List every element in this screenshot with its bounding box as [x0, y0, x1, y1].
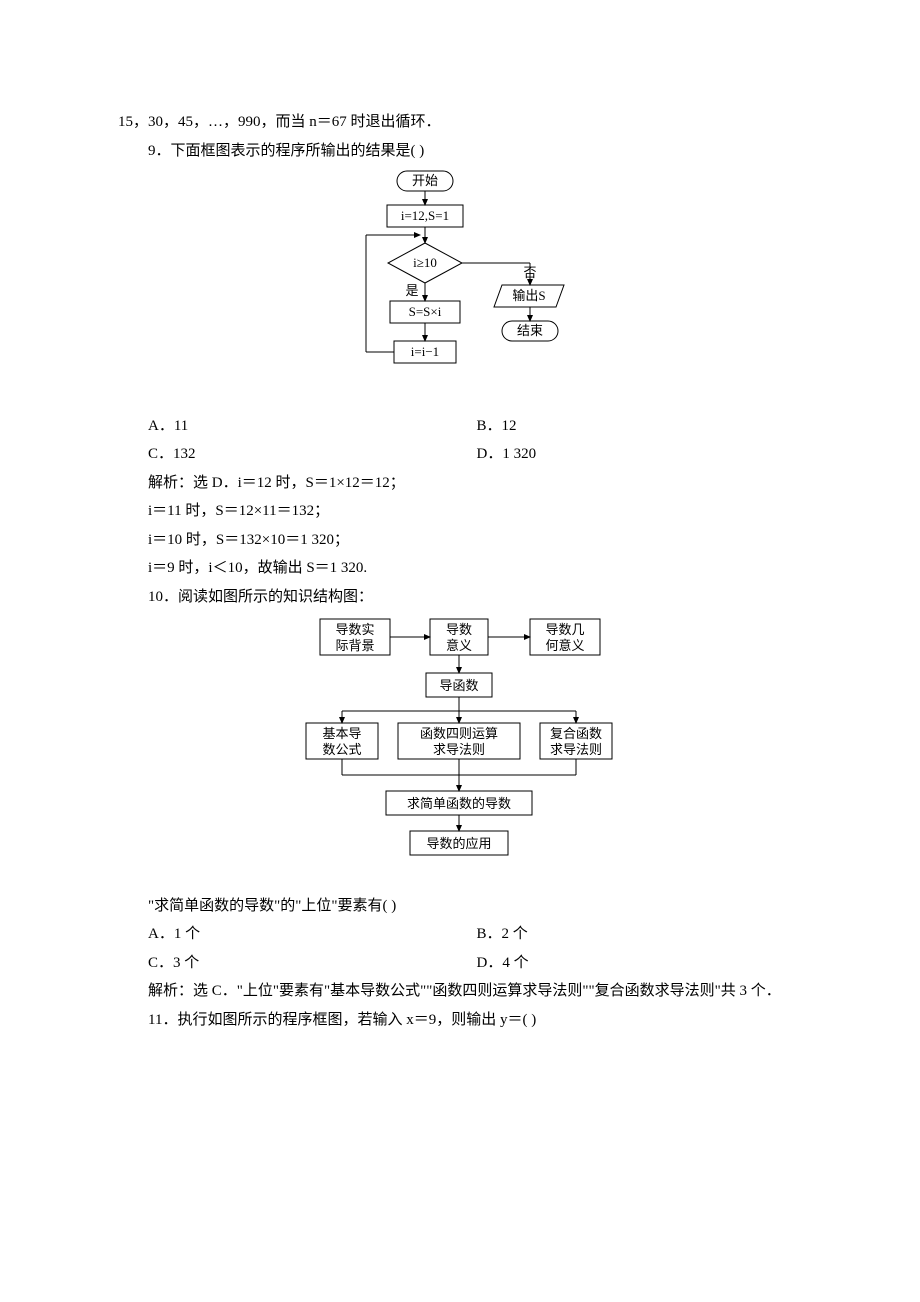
fc-start-text: 开始	[411, 173, 437, 188]
context-line: 15，30，45，…，990，而当 n＝67 时退出循环．	[118, 108, 805, 137]
q11-stem: 11．执行如图所示的程序框图，若输入 x＝9，则输出 y＝( )	[118, 1006, 805, 1035]
svg-text:导数的应用: 导数的应用	[426, 836, 491, 851]
svg-text:导数实: 导数实	[335, 622, 374, 637]
svg-text:复合函数: 复合函数	[549, 726, 601, 741]
q9-optB: B．12	[477, 412, 806, 441]
q10-exp: 解析：选 C．"上位"要素有"基本导数公式""函数四则运算求导法则""复合函数求…	[118, 977, 805, 1006]
q9-exp3: i＝10 时，S＝132×10＝1 320；	[118, 526, 805, 555]
q9-optC: C．132	[148, 440, 477, 469]
q9-exp4: i＝9 时，i＜10，故输出 S＝1 320.	[118, 554, 805, 583]
q9-optA: A．11	[148, 412, 477, 441]
q9-optD: D．1 320	[477, 440, 806, 469]
svg-text:基本导: 基本导	[322, 726, 361, 741]
svg-text:意义: 意义	[445, 638, 471, 653]
fc-cond-text: i≥10	[413, 255, 437, 270]
q10-stem: 10．阅读如图所示的知识结构图：	[118, 583, 805, 612]
q9-exp2: i＝11 时，S＝12×11＝132；	[118, 497, 805, 526]
fc-body-text: S=S×i	[408, 304, 441, 319]
fc-init-text: i=12,S=1	[400, 208, 448, 223]
q10-structure: 导数实 际背景 导数 意义 导数几 何意义 导函数 基本导 数公式 函	[118, 615, 805, 886]
svg-text:求简单函数的导数: 求简单函数的导数	[406, 796, 510, 811]
fc-output-text: 输出S	[512, 288, 545, 303]
q9-options: A．11 B．12 C．132 D．1 320	[148, 412, 805, 469]
svg-text:导函数: 导函数	[439, 678, 478, 693]
q10-optB: B．2 个	[477, 920, 806, 949]
q9-exp1: 解析：选 D．i＝12 时，S＝1×12＝12；	[118, 469, 805, 498]
fc-yes-label: 是	[405, 283, 418, 298]
fc-end-text: 结束	[516, 323, 542, 338]
q10-question: "求简单函数的导数"的"上位"要素有( )	[118, 892, 805, 921]
q10-optC: C．3 个	[148, 949, 477, 978]
q9-stem: 9．下面框图表示的程序所输出的结果是( )	[118, 137, 805, 166]
svg-text:际背景: 际背景	[335, 638, 374, 653]
q10-optD: D．4 个	[477, 949, 806, 978]
svg-text:导数: 导数	[445, 622, 471, 637]
svg-text:求导法则: 求导法则	[549, 742, 601, 757]
svg-text:求导法则: 求导法则	[432, 742, 484, 757]
svg-text:何意义: 何意义	[545, 638, 584, 653]
q9-flowchart: 开始 i=12,S=1 i≥10 是 S=S×i i=i−1	[118, 169, 805, 406]
q10-options: A．1 个 B．2 个 C．3 个 D．4 个	[148, 920, 805, 977]
svg-text:数公式: 数公式	[322, 742, 361, 757]
svg-text:导数几: 导数几	[545, 622, 584, 637]
svg-text:函数四则运算: 函数四则运算	[419, 726, 497, 741]
q10-optA: A．1 个	[148, 920, 477, 949]
fc-step-text: i=i−1	[410, 344, 438, 359]
